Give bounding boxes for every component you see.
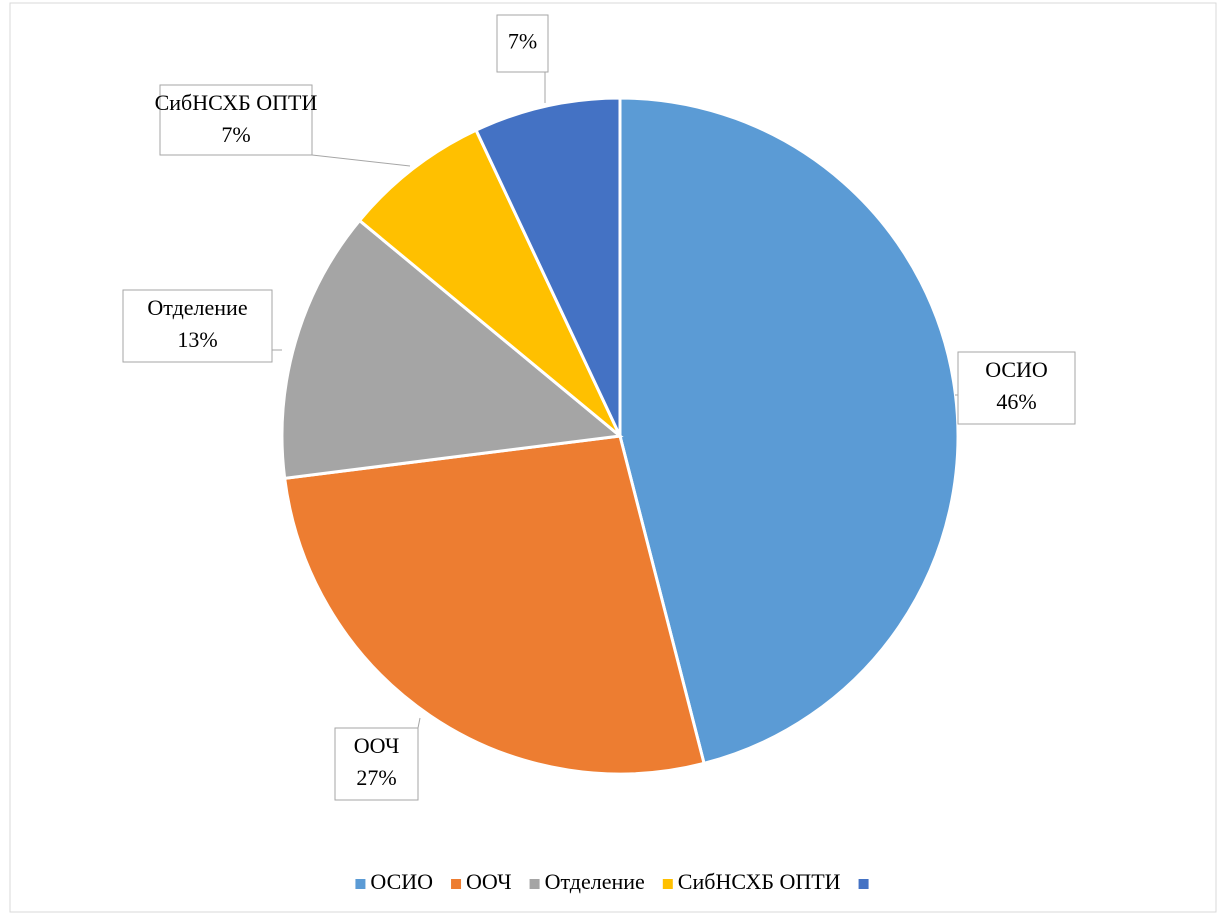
legend-swatch — [662, 879, 673, 889]
legend-swatch — [529, 879, 540, 889]
data-label: СибНСХБ ОПТИ 7% — [155, 84, 411, 167]
pie-slice — [357, 128, 622, 438]
pie-slice — [280, 218, 624, 481]
label-name: ОСИО — [985, 357, 1048, 382]
data-label: ООЧ 27% — [334, 717, 421, 801]
label-box — [957, 351, 1076, 425]
legend-label: СибНСХБ ОПТИ — [678, 869, 841, 894]
label-value: 46% — [996, 389, 1036, 414]
label-box — [334, 727, 419, 801]
pie-slice — [618, 96, 960, 766]
legend-label: ООЧ — [466, 869, 512, 894]
pie-slice — [282, 434, 706, 776]
label-box — [122, 289, 273, 363]
pie-slice — [474, 96, 622, 437]
leader-line — [417, 717, 421, 729]
data-label: ОСИО 46% — [955, 351, 1076, 425]
leader-line — [311, 154, 411, 167]
legend: ОСИО ООЧ Отделение СибНСХБ ОПТИ — [355, 869, 869, 894]
legend-swatch — [355, 879, 366, 889]
label-name: ООЧ — [354, 733, 400, 758]
legend-label: ОСИО — [370, 869, 433, 894]
data-label: 7% — [496, 14, 549, 103]
legend-label: Отделение — [545, 869, 645, 894]
label-box — [496, 14, 549, 73]
legend-swatch — [858, 879, 869, 889]
label-name: Отделение — [147, 295, 247, 320]
data-label: Отделение 13% — [122, 289, 282, 363]
label-value: 7% — [221, 122, 250, 147]
label-name: СибНСХБ ОПТИ — [155, 90, 318, 115]
label-value: 27% — [356, 765, 396, 790]
legend-swatch — [451, 879, 462, 889]
label-value: 13% — [177, 327, 217, 352]
label-value: 7% — [508, 29, 537, 54]
label-box — [159, 84, 313, 156]
